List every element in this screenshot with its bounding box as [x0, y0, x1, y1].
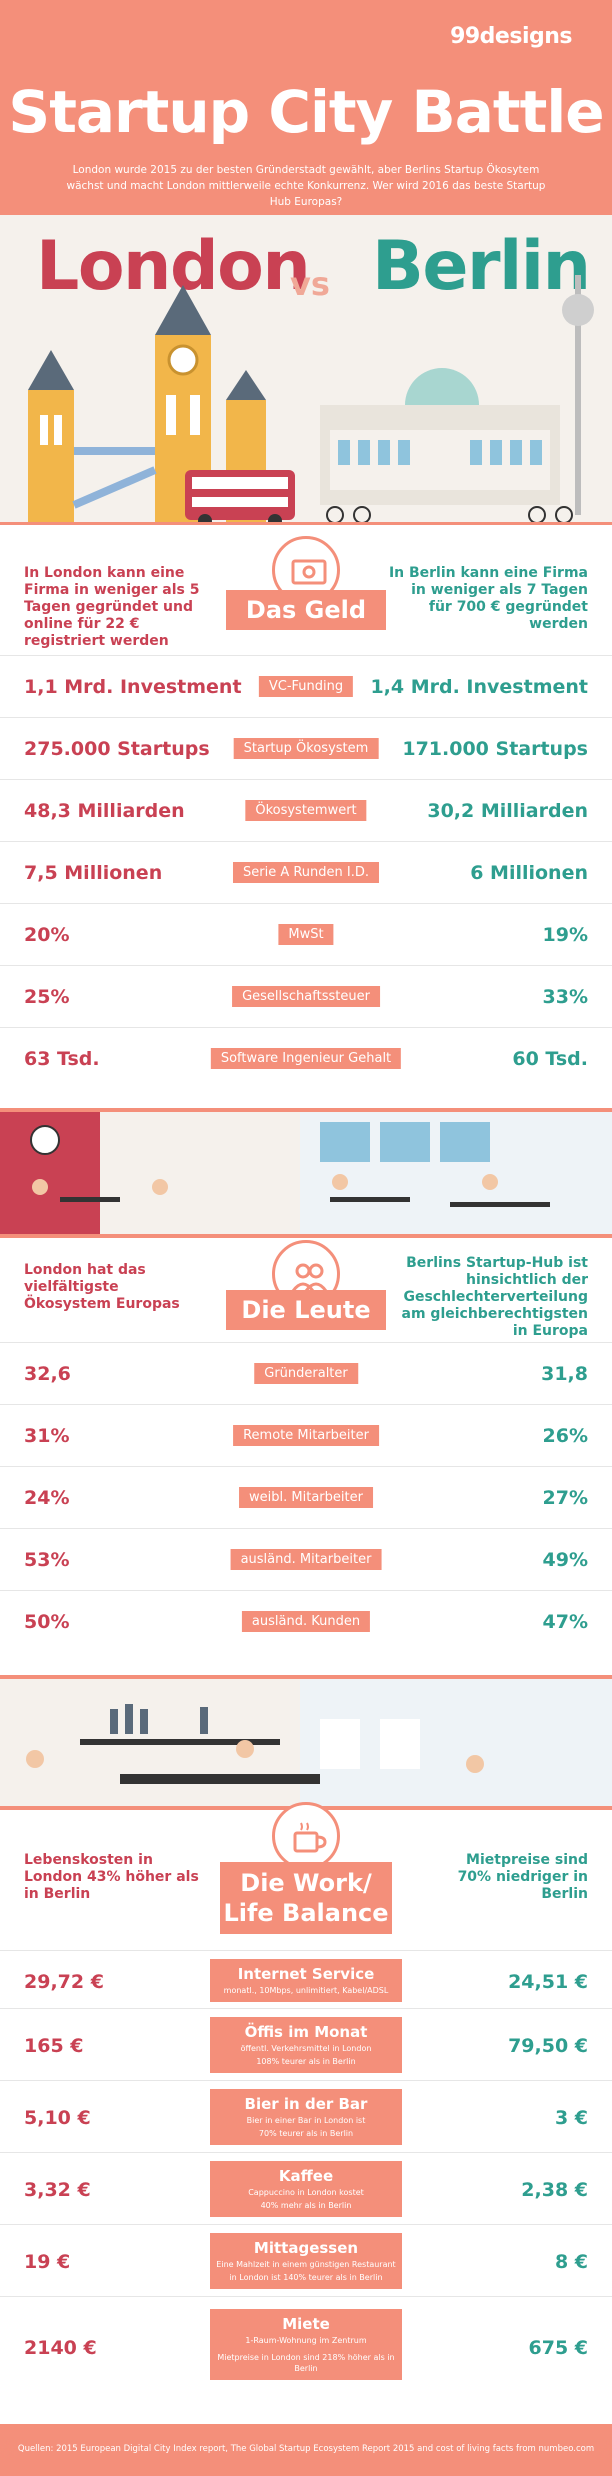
page-title: Startup City Battle	[8, 78, 604, 146]
table-row: 31% Remote Mitarbeiter 26%	[0, 1404, 612, 1466]
cafe-illustration	[0, 1675, 612, 1810]
vs-label: vs	[290, 265, 330, 303]
table-row: 7,5 Millionen Serie A Runden I.D. 6 Millio…	[0, 841, 612, 903]
cost-box: Internet Service monatl., 10Mbps, unlimit…	[210, 1959, 402, 2002]
worklife-intro-berlin: Mietpreise sind 70% niedriger in Berlin	[457, 1852, 588, 1902]
section-money: Das Geld In London kann eine Firma in we…	[0, 536, 612, 1120]
table-row: 2140 € Miete 1-Raum-Wohnung im Zentrum Mie…	[0, 2296, 612, 2396]
cost-box: Mittagessen Eine Mahlzeit in einem günsti…	[210, 2233, 402, 2289]
london-title: London	[36, 227, 311, 306]
cost-box: Miete 1-Raum-Wohnung im Zentrum Mietpreise…	[210, 2309, 402, 2380]
table-row: 5,10 € Bier in der Bar Bier in einer Bar …	[0, 2080, 612, 2152]
table-row: 25% Gesellschaftssteuer 33%	[0, 965, 612, 1027]
coffee-cup-icon	[272, 1802, 340, 1870]
people-title: Die Leute	[226, 1290, 386, 1330]
table-row: 20% MwSt 19%	[0, 903, 612, 965]
table-row: 1,1 Mrd. Investment VC-Funding 1,4 Mrd. In…	[0, 655, 612, 717]
worklife-intro-london: Lebenskosten in London 43% höher als in …	[24, 1852, 199, 1902]
berlin-title: Berlin	[372, 227, 591, 306]
table-row: 24% weibl. Mitarbeiter 27%	[0, 1466, 612, 1528]
money-intro-london: In London kann eine Firma in weniger als…	[24, 565, 200, 649]
office-scene	[0, 1112, 612, 1234]
table-row: 63 Tsd. Software Ingenieur Gehalt 60 Tsd.	[0, 1027, 612, 1089]
table-row: 29,72 € Internet Service monatl., 10Mbps,…	[0, 1950, 612, 2008]
people-intro-london: London hat das vielfältigste Ökosystem E…	[24, 1262, 180, 1312]
section-people: Die Leute London hat das vielfältigste Ö…	[0, 1240, 612, 1670]
money-title: Das Geld	[226, 590, 386, 630]
table-row: 50% ausländ. Kunden 47%	[0, 1590, 612, 1652]
table-row: 19 € Mittagessen Eine Mahlzeit in einem g…	[0, 2224, 612, 2296]
header: 99designs Startup City Battle London wur…	[0, 0, 612, 215]
cafe-scene	[0, 1679, 612, 1806]
brand-logo[interactable]: 99designs	[450, 24, 572, 49]
cities-illustration: London vs Berlin	[0, 215, 612, 550]
cost-box: Bier in der Bar Bier in einer Bar in Lond…	[210, 2089, 402, 2145]
section-worklife: Die Work/ Life Balance Lebenskosten in L…	[0, 1802, 612, 2420]
cost-box: Kaffee Cappuccino in London kostet 40% meh…	[210, 2161, 402, 2217]
cost-box: Öffis im Monat öffentl. Verkehrsmittel in…	[210, 2017, 402, 2073]
table-row: 275.000 Startups Startup Ökosystem 171.000…	[0, 717, 612, 779]
table-row: 165 € Öffis im Monat öffentl. Verkehrsmit…	[0, 2008, 612, 2080]
money-intro-berlin: In Berlin kann eine Firma in weniger als…	[388, 565, 588, 632]
intro-text: London wurde 2015 zu der besten Gründers…	[66, 164, 546, 208]
tower-bridge-illustration	[28, 275, 594, 528]
table-row: 48,3 Milliarden Ökosystemwert 30,2 Milliar…	[0, 779, 612, 841]
office-illustration	[0, 1108, 612, 1238]
people-intro-berlin: Berlins Startup-Hub ist hinsichtlich der…	[401, 1255, 588, 1339]
table-row: 3,32 € Kaffee Cappuccino in London kostet…	[0, 2152, 612, 2224]
table-row: 53% ausländ. Mitarbeiter 49%	[0, 1528, 612, 1590]
footer-sources: Quellen: 2015 European Digital City Inde…	[0, 2424, 612, 2476]
table-row: 32,6 Gründeralter 31,8	[0, 1342, 612, 1404]
worklife-title: Die Work/ Life Balance	[220, 1862, 392, 1934]
